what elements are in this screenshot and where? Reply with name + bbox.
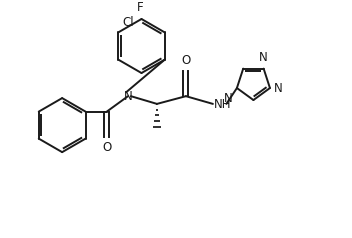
Text: F: F [137, 1, 144, 14]
Text: Cl: Cl [122, 16, 134, 29]
Text: N: N [224, 92, 233, 105]
Text: O: O [102, 141, 111, 154]
Text: N: N [259, 51, 268, 64]
Text: N: N [274, 82, 283, 94]
Text: O: O [181, 54, 190, 67]
Text: N: N [124, 90, 132, 103]
Text: NH: NH [214, 98, 231, 111]
